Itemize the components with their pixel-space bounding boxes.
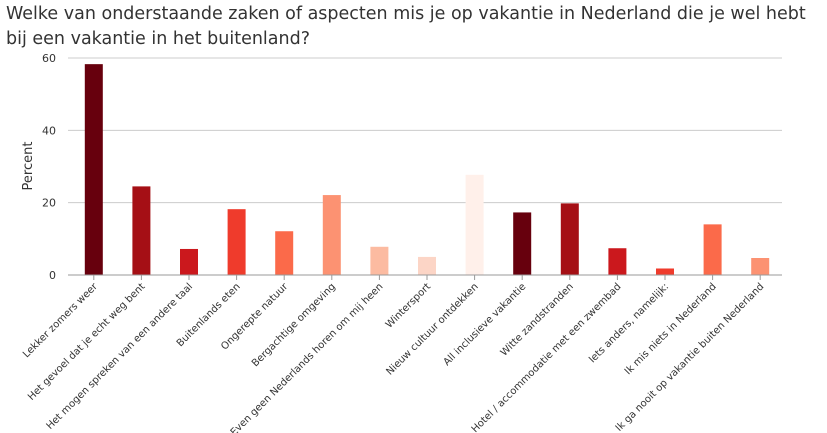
bars xyxy=(84,64,770,275)
category-label: All inclusieve vakantie xyxy=(442,281,529,368)
bar[interactable] xyxy=(465,174,484,275)
bar[interactable] xyxy=(560,203,579,275)
bar[interactable] xyxy=(656,268,674,275)
category-label: Bergachtige omgeving xyxy=(250,281,338,369)
bar[interactable] xyxy=(513,212,532,275)
bar[interactable] xyxy=(370,246,389,275)
y-axis-label: Percent xyxy=(21,142,36,191)
category-label: Nieuw cultuur ontdekken xyxy=(384,281,480,377)
category-label: Iets anders, namelijk: xyxy=(587,281,671,365)
gridlines xyxy=(68,57,782,204)
bar[interactable] xyxy=(608,248,627,275)
y-tick-label: 0 xyxy=(49,269,56,282)
x-axis xyxy=(68,274,782,280)
bar[interactable] xyxy=(275,231,294,275)
y-tick-label: 40 xyxy=(42,124,56,137)
y-tick-label: 20 xyxy=(42,197,56,210)
bar[interactable] xyxy=(322,195,341,275)
bar[interactable] xyxy=(751,258,770,275)
bar[interactable] xyxy=(84,64,103,275)
category-label: Lekker zomers weer xyxy=(21,281,101,361)
y-tick-label: 60 xyxy=(42,52,56,65)
category-label: Wintersport xyxy=(384,281,433,330)
bar[interactable] xyxy=(703,224,722,275)
chart-title: Welke van onderstaande zaken of aspecten… xyxy=(6,4,806,49)
y-axis-ticks: 0 20 40 60 xyxy=(42,52,56,282)
category-label: Ik mis niets in Nederland xyxy=(623,281,719,377)
bar[interactable] xyxy=(227,209,246,275)
bar[interactable] xyxy=(180,248,198,275)
bar[interactable] xyxy=(418,256,436,275)
bar[interactable] xyxy=(132,186,151,275)
